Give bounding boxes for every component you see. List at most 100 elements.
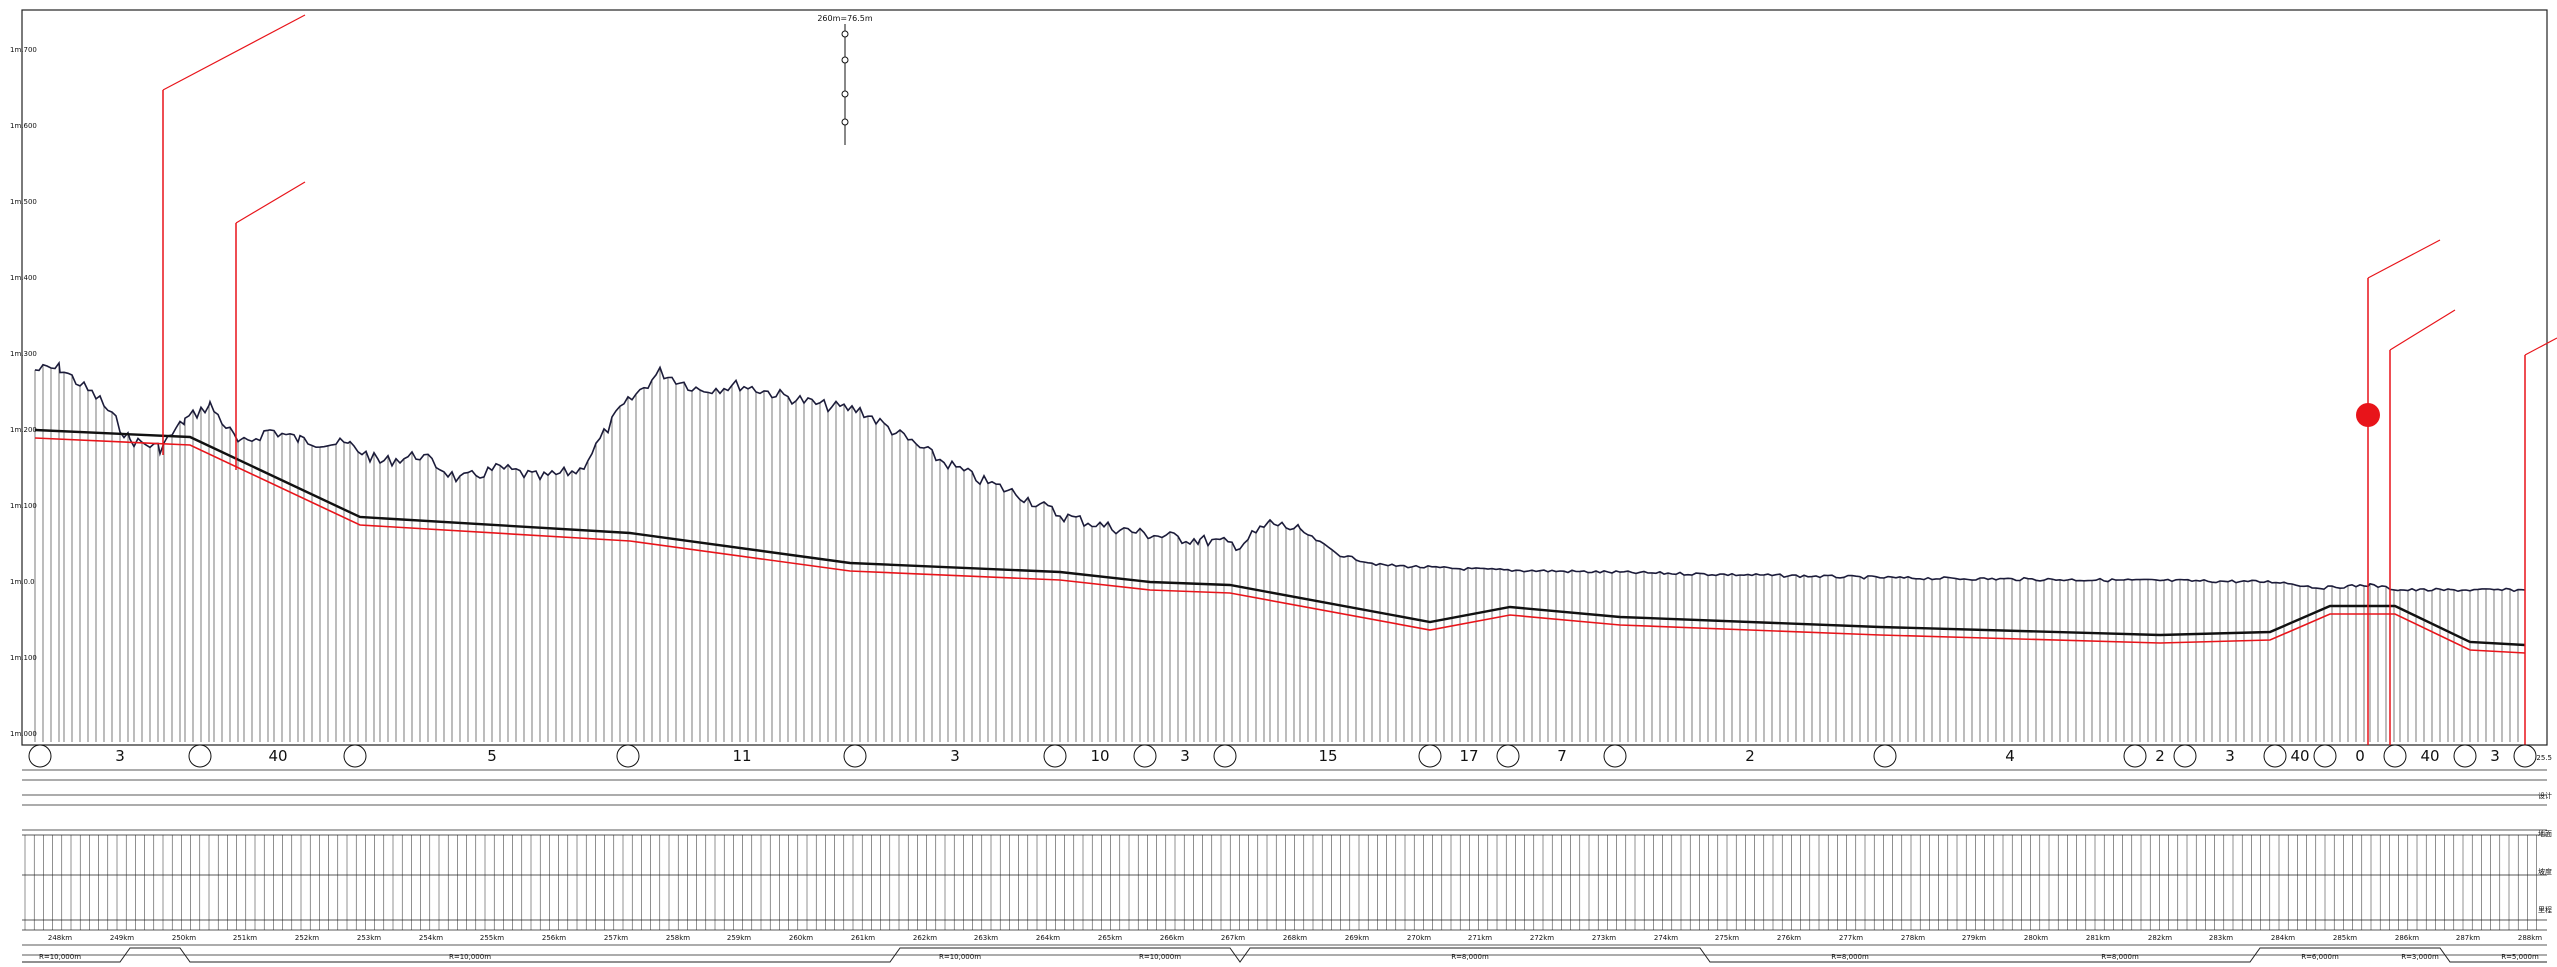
km-label: 269km bbox=[1345, 934, 1369, 942]
km-label: 283km bbox=[2209, 934, 2233, 942]
segment-count: 15 bbox=[1318, 747, 1337, 765]
station-circles bbox=[28, 744, 2537, 768]
design-grade-line bbox=[34, 428, 2526, 647]
y-tick-label: 1m.700 bbox=[10, 46, 37, 54]
y-tick-label: 1m.000 bbox=[10, 730, 37, 738]
km-label: 248km bbox=[48, 934, 72, 942]
side-legend-label: 坡度 bbox=[2538, 867, 2552, 876]
station-circle bbox=[616, 744, 640, 768]
station-circle bbox=[1043, 744, 1067, 768]
y-tick-label: 1m.600 bbox=[10, 122, 37, 130]
segment-count: 3 bbox=[1180, 747, 1190, 765]
segment-count: 40 bbox=[2420, 747, 2439, 765]
segment-count: 40 bbox=[268, 747, 287, 765]
km-label: 254km bbox=[419, 934, 443, 942]
km-label: 273km bbox=[1592, 934, 1616, 942]
station-circle bbox=[2173, 744, 2197, 768]
station-circle bbox=[343, 744, 367, 768]
segment-count: 3 bbox=[2225, 747, 2235, 765]
station-circle bbox=[1603, 744, 1627, 768]
segment-count: 5 bbox=[487, 747, 497, 765]
km-label: 280km bbox=[2024, 934, 2048, 942]
station-circle bbox=[1133, 744, 1157, 768]
km-label: 274km bbox=[1654, 934, 1678, 942]
segment-count: 3 bbox=[115, 747, 125, 765]
segment-count: 3 bbox=[2490, 747, 2500, 765]
station-circle bbox=[188, 744, 212, 768]
curve-label: R=10,000m bbox=[39, 953, 81, 961]
station-circle bbox=[843, 744, 867, 768]
segment-count: 2 bbox=[1745, 747, 1755, 765]
y-tick-label: 1m.300 bbox=[10, 350, 37, 358]
y-tick-label: 1m.100 bbox=[10, 654, 37, 662]
station-circle bbox=[1873, 744, 1897, 768]
y-axis: 1m.700 1m.600 1m.500 1m.400 1m.300 1m.200 1m.1… bbox=[10, 46, 37, 738]
km-label: 263km bbox=[974, 934, 998, 942]
km-label: 271km bbox=[1468, 934, 1492, 942]
km-label: 257km bbox=[604, 934, 628, 942]
km-label: 259km bbox=[727, 934, 751, 942]
ground-profile-line bbox=[34, 360, 2526, 593]
km-label: 275km bbox=[1715, 934, 1739, 942]
km-label: 282km bbox=[2148, 934, 2172, 942]
segment-count: 11 bbox=[732, 747, 751, 765]
km-label: 267km bbox=[1221, 934, 1245, 942]
segment-count: 10 bbox=[1090, 747, 1109, 765]
station-circle bbox=[2263, 744, 2287, 768]
km-label: 251km bbox=[233, 934, 257, 942]
side-legend-label: 设计 bbox=[2538, 791, 2552, 800]
km-label: 281km bbox=[2086, 934, 2110, 942]
curve-label: R=6,000m bbox=[2301, 953, 2339, 961]
y-tick-label: 1m.500 bbox=[10, 198, 37, 206]
segment-count: 40 bbox=[2290, 747, 2309, 765]
curve-line bbox=[22, 947, 2547, 963]
km-label: 249km bbox=[110, 934, 134, 942]
side-legend-label: 地面 bbox=[2538, 829, 2552, 838]
station-circle bbox=[28, 744, 52, 768]
curve-label: R=10,000m bbox=[1139, 953, 1181, 961]
km-label: 260km bbox=[789, 934, 813, 942]
station-circle bbox=[2513, 744, 2537, 768]
y-tick-label: 1m.200 bbox=[10, 426, 37, 434]
km-label: 272km bbox=[1530, 934, 1554, 942]
curve-label: R=5,000m bbox=[2501, 953, 2539, 961]
station-circle bbox=[1418, 744, 1442, 768]
km-label: 261km bbox=[851, 934, 875, 942]
data-table bbox=[22, 744, 2547, 956]
station-circle bbox=[2123, 744, 2147, 768]
km-label: 276km bbox=[1777, 934, 1801, 942]
structure-markers bbox=[162, 14, 2557, 745]
km-label: 285km bbox=[2333, 934, 2357, 942]
km-label: 287km bbox=[2456, 934, 2480, 942]
scale-label: 260m=76.5m bbox=[817, 14, 873, 23]
km-label: 256km bbox=[542, 934, 566, 942]
curve-label: R=8,000m bbox=[1831, 953, 1869, 961]
curve-label: R=10,000m bbox=[449, 953, 491, 961]
segment-count: 3 bbox=[950, 747, 960, 765]
segment-count: 2 bbox=[2155, 747, 2165, 765]
km-label: 288km bbox=[2518, 934, 2542, 942]
curve-label: R=8,000m bbox=[2101, 953, 2139, 961]
km-label: 258km bbox=[666, 934, 690, 942]
station-lines bbox=[34, 363, 2526, 742]
y-tick-label: 1m.100 bbox=[10, 502, 37, 510]
y-tick-label: 1m.400 bbox=[10, 274, 37, 282]
km-label: 270km bbox=[1407, 934, 1431, 942]
km-label: 253km bbox=[357, 934, 381, 942]
segment-count: 17 bbox=[1459, 747, 1478, 765]
station-circle bbox=[2313, 744, 2337, 768]
segment-count: 7 bbox=[1557, 747, 1567, 765]
curve-label: R=3,000m bbox=[2401, 953, 2439, 961]
km-label: 252km bbox=[295, 934, 319, 942]
km-label: 278km bbox=[1901, 934, 1925, 942]
km-label: 277km bbox=[1839, 934, 1863, 942]
station-circle bbox=[2453, 744, 2477, 768]
km-label: 255km bbox=[480, 934, 504, 942]
km-label: 250km bbox=[172, 934, 196, 942]
km-label: 268km bbox=[1283, 934, 1307, 942]
station-circle bbox=[1213, 744, 1237, 768]
curve-row: R=10,000m R=10,000m R=10,000m R=10,000m R=8,… bbox=[22, 947, 2547, 963]
km-label: 279km bbox=[1962, 934, 1986, 942]
